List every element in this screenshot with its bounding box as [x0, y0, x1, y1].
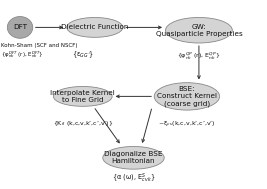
Text: Kohn-Sham (SCF and NSCF)
{φ$^{DFT}_{nk}$ (r), E$^{DFT}_{nk}$}: Kohn-Sham (SCF and NSCF) {φ$^{DFT}_{nk}$…	[1, 43, 78, 60]
Ellipse shape	[103, 146, 164, 169]
Text: {K$_{fi}$ (k,c,v,kʼ,cʼ,vʼ)}: {K$_{fi}$ (k,c,v,kʼ,cʼ,vʼ)}	[53, 118, 113, 128]
Ellipse shape	[67, 18, 123, 37]
Text: Diagonalize BSE
Hamiltonian: Diagonalize BSE Hamiltonian	[104, 151, 163, 164]
Text: Interpolate Kernel
to Fine Grid: Interpolate Kernel to Fine Grid	[50, 90, 115, 103]
Ellipse shape	[53, 87, 112, 106]
Text: GW:
Quasiparticle Properties: GW: Quasiparticle Properties	[156, 24, 242, 37]
Ellipse shape	[154, 83, 219, 110]
Text: Dielectric Function: Dielectric Function	[61, 24, 128, 30]
Text: BSE:
Construct Kernel
(coarse grid): BSE: Construct Kernel (coarse grid)	[157, 86, 217, 107]
Ellipse shape	[7, 17, 33, 38]
Ellipse shape	[166, 18, 232, 43]
Text: DFT: DFT	[13, 24, 27, 30]
Text: {α (ω), E$^S_{cvk}$}: {α (ω), E$^S_{cvk}$}	[112, 172, 155, 185]
Text: ~ξ$_{cv}$(k,c,v,kʼ,cʼ,vʼ): ~ξ$_{cv}$(k,c,v,kʼ,cʼ,vʼ)	[158, 118, 216, 128]
Text: {ε$_{GGʹ}$}: {ε$_{GGʹ}$}	[72, 50, 94, 60]
Text: {φ$^{QP}_{nk}$ (r), E$^{QP}_{nk}$}: {φ$^{QP}_{nk}$ (r), E$^{QP}_{nk}$}	[177, 51, 221, 62]
